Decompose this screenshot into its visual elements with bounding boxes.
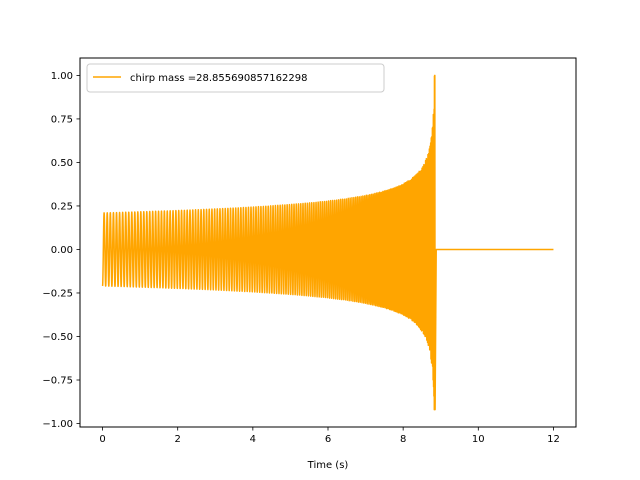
legend: chirp mass =28.855690857162298 <box>86 63 385 93</box>
y-tick-label: −0.75 <box>42 376 73 387</box>
legend-box <box>86 63 385 93</box>
y-tick-label: −0.25 <box>42 288 73 299</box>
y-tick-label: −1.00 <box>42 419 73 430</box>
x-tick-label: 8 <box>400 434 406 445</box>
series-line-chirp <box>101 74 554 411</box>
x-tick-label: 10 <box>472 434 485 445</box>
plot-frame <box>79 57 577 428</box>
ticks-layer: 0 2 4 6 8 10 12 −1.00 −0.75 −0.50 −0.25 0.00 0.25 0.5… <box>42 71 559 445</box>
x-tick-label: 0 <box>99 434 105 445</box>
y-tick-label: 1.00 <box>51 71 73 82</box>
x-axis-label: Time (s) <box>307 460 349 471</box>
x-tick-label: 2 <box>175 434 181 445</box>
series-layer <box>101 74 554 411</box>
legend-label: chirp mass =28.855690857162298 <box>130 73 307 84</box>
x-tick-label: 4 <box>250 434 256 445</box>
x-tick-label: 6 <box>325 434 331 445</box>
x-tick-label: 12 <box>547 434 560 445</box>
y-tick-label: −0.50 <box>42 332 73 343</box>
y-tick-label: 0.25 <box>51 201 73 212</box>
y-tick-label: 0.00 <box>51 245 73 256</box>
y-tick-label: 0.50 <box>51 158 73 169</box>
y-tick-label: 0.75 <box>51 114 73 125</box>
